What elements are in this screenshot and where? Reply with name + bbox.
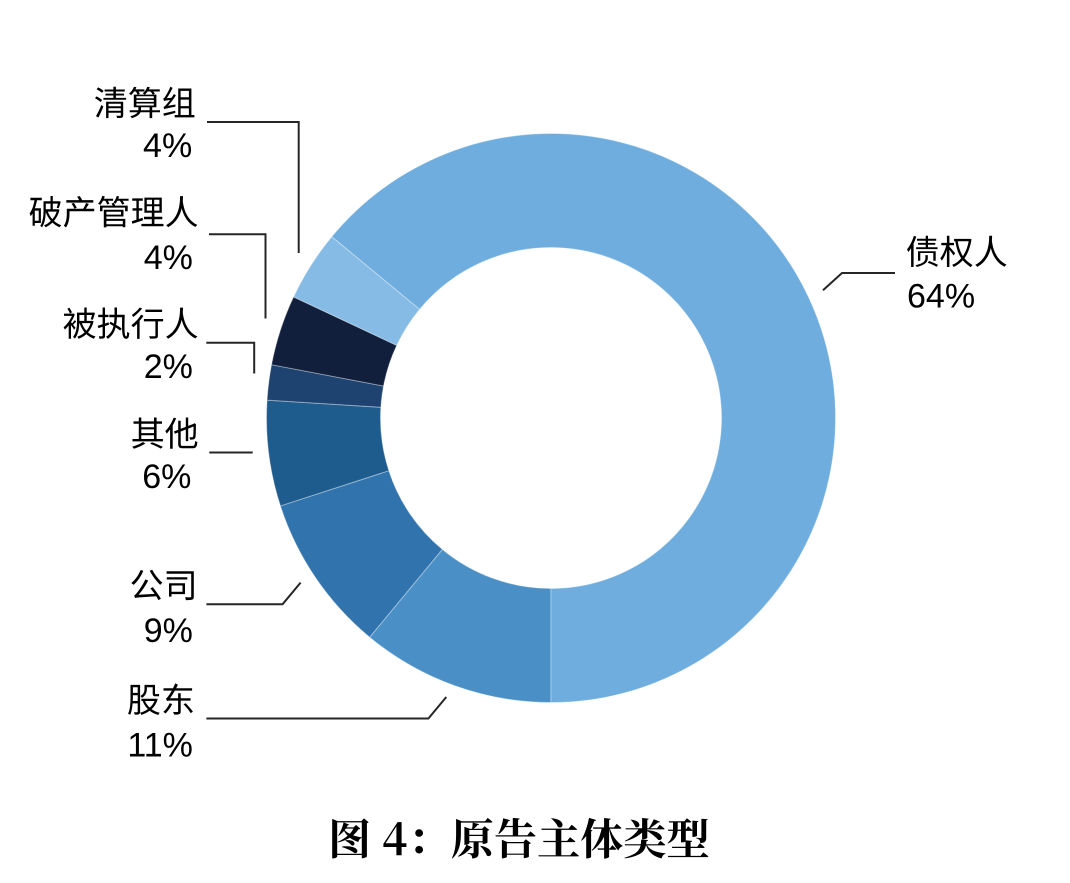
svg-text:2%: 2%: [144, 348, 193, 386]
svg-text:6%: 6%: [142, 458, 191, 496]
svg-text:11%: 11%: [127, 727, 193, 765]
svg-text:4%: 4%: [144, 239, 193, 277]
svg-text:4%: 4%: [143, 127, 192, 165]
svg-text:64%: 64%: [907, 277, 975, 315]
svg-text:9%: 9%: [144, 612, 193, 650]
